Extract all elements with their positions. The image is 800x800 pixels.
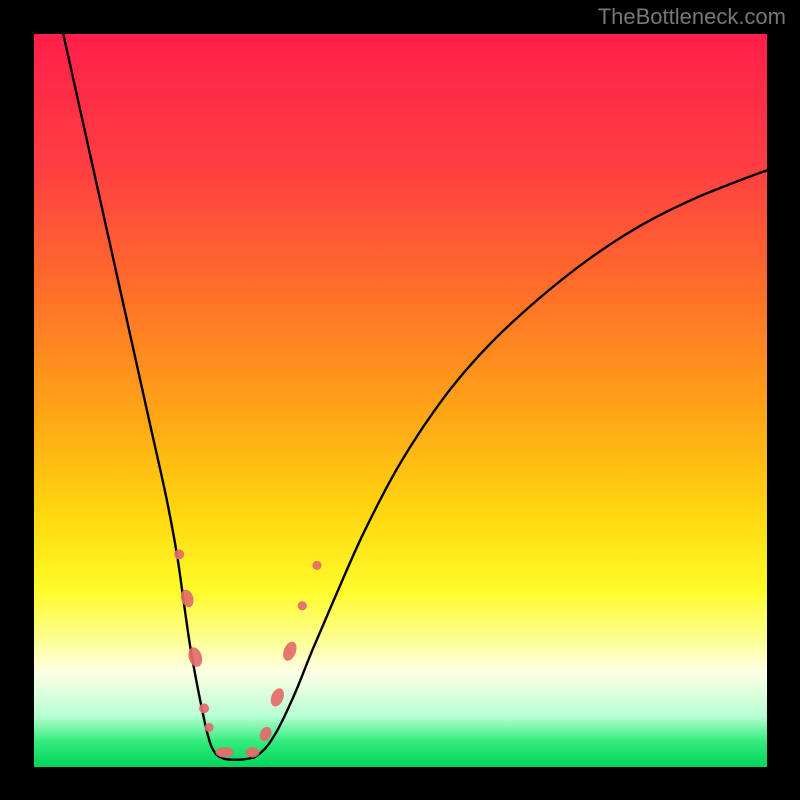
data-marker-4 [205,723,214,732]
data-marker-6 [245,747,259,757]
chart-root: TheBottleneck.com [0,0,800,800]
watermark-label: TheBottleneck.com [598,4,786,30]
data-marker-5 [216,747,234,757]
bottleneck-curve-chart [0,0,800,800]
data-marker-0 [174,549,184,559]
data-marker-11 [312,561,321,570]
data-marker-10 [298,601,307,610]
data-marker-3 [199,703,209,713]
